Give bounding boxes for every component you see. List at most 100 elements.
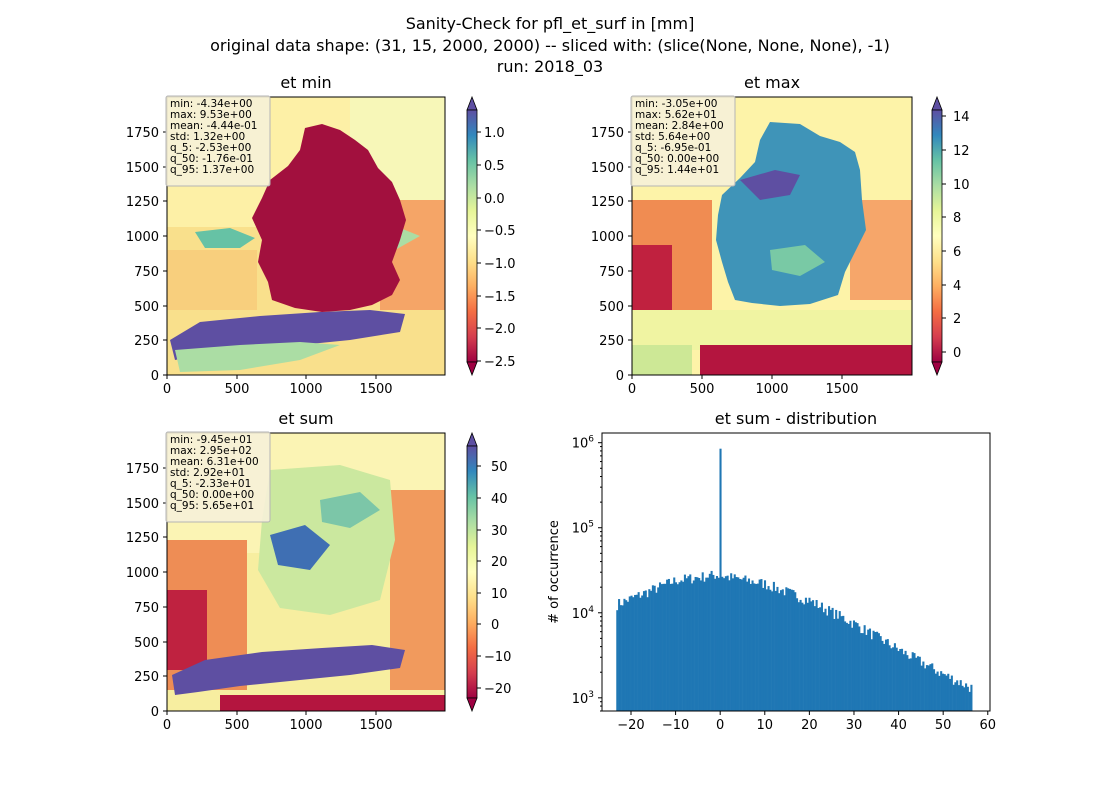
y-tick-label: 1000 bbox=[591, 230, 624, 245]
histogram-bar bbox=[625, 600, 628, 711]
y-tick-label: 1250 bbox=[591, 195, 624, 210]
histogram-bar bbox=[966, 686, 969, 711]
histogram-bar bbox=[970, 684, 973, 711]
stat-line: mean: 2.84e+00 bbox=[635, 120, 724, 132]
histogram-bar bbox=[772, 581, 775, 711]
stat-line: std: 2.92e+01 bbox=[170, 467, 245, 479]
x-tick-label: 30 bbox=[846, 718, 863, 733]
heatmap-region bbox=[632, 310, 912, 350]
stat-line: min: -9.45e+01 bbox=[170, 434, 252, 446]
colorbar-extend-max bbox=[931, 95, 943, 111]
y-tick-label: 0 bbox=[616, 369, 624, 384]
histogram-bar bbox=[803, 604, 806, 711]
histogram-bar bbox=[660, 584, 663, 711]
histogram-bar bbox=[913, 653, 916, 711]
histogram-bar bbox=[831, 607, 834, 711]
histogram-bar bbox=[763, 580, 767, 711]
histogram-bar bbox=[838, 611, 841, 711]
histogram-bar bbox=[653, 585, 656, 711]
y-tick-label: 250 bbox=[134, 670, 159, 685]
stats-box: min: -9.45e+01 max: 2.95e+02 mean: 6.31e… bbox=[165, 431, 271, 523]
y-axis: 103 104 105 106 bbox=[572, 435, 602, 712]
x-tick-label: −20 bbox=[617, 718, 644, 733]
histogram-bar bbox=[872, 630, 875, 711]
colorbar-tick-label: −2.0 bbox=[484, 322, 516, 337]
histogram-bar bbox=[868, 628, 872, 711]
histogram-bar bbox=[635, 594, 638, 711]
y-tick-label: 500 bbox=[134, 300, 159, 315]
x-tick-label: 500 bbox=[225, 382, 250, 397]
stat-line: q_50: 0.00e+00 bbox=[170, 489, 254, 501]
histogram-bar bbox=[808, 597, 811, 711]
colorbar-tick-label: 10 bbox=[491, 587, 508, 602]
stat-line: q_5: -2.53e+00 bbox=[170, 142, 251, 154]
x-axis: 0 500 1000 1500 bbox=[163, 375, 393, 397]
histogram-bar bbox=[783, 595, 786, 711]
histogram-bar bbox=[929, 664, 932, 711]
histogram-bar bbox=[749, 583, 752, 711]
histogram-bar bbox=[829, 609, 832, 711]
y-axis: 0 250 500 750 1000 1250 1500 1750 bbox=[591, 126, 632, 384]
histogram-bar bbox=[949, 678, 952, 711]
histogram-bar bbox=[740, 579, 743, 711]
colorbar-tick-label: 6 bbox=[953, 245, 961, 260]
stat-line: max: 2.95e+02 bbox=[170, 445, 252, 457]
y-tick-label: 1250 bbox=[126, 531, 159, 546]
histogram-bar bbox=[715, 576, 718, 711]
histogram-bar bbox=[842, 615, 845, 711]
histogram-bar bbox=[925, 665, 928, 711]
stat-line: std: 1.32e+00 bbox=[170, 131, 245, 143]
histogram-bar bbox=[815, 600, 818, 711]
histogram-bar bbox=[746, 581, 749, 711]
histogram-bar bbox=[641, 595, 644, 711]
histogram-bar bbox=[669, 583, 672, 711]
y-tick-label: 750 bbox=[599, 265, 624, 280]
histogram-bar bbox=[767, 586, 770, 711]
colorbar-tick-label: 14 bbox=[953, 110, 970, 125]
heatmap-region-germany bbox=[716, 122, 866, 306]
histogram-bar bbox=[788, 588, 791, 711]
histogram-bar bbox=[908, 658, 911, 711]
histogram-bar bbox=[858, 626, 861, 711]
y-tick-label: 500 bbox=[599, 300, 624, 315]
histogram-bar bbox=[778, 593, 781, 711]
histogram-bar bbox=[804, 597, 807, 711]
stat-line: max: 9.53e+00 bbox=[170, 109, 252, 121]
histogram-bar bbox=[897, 651, 900, 711]
histogram-bar bbox=[694, 576, 697, 711]
histogram-bar bbox=[758, 579, 761, 711]
y-tick-label: 1000 bbox=[126, 230, 159, 245]
histogram-bar bbox=[904, 650, 907, 711]
colorbar-tick-label: 0.0 bbox=[484, 192, 505, 207]
histogram-bar bbox=[626, 601, 630, 711]
colorbar-extend-min bbox=[466, 361, 478, 377]
stats-box: min: -4.34e+00 max: 9.53e+00 mean: -4.44… bbox=[165, 95, 271, 187]
histogram-bar bbox=[915, 657, 918, 711]
colorbar-tick-label: 30 bbox=[491, 524, 508, 539]
histogram-bar bbox=[787, 588, 790, 711]
histogram-bar bbox=[639, 597, 642, 711]
x-axis: 0 500 1000 1500 bbox=[163, 711, 393, 733]
colorbar-tick-label: 0 bbox=[491, 618, 499, 633]
histogram-bar bbox=[760, 579, 763, 711]
colorbar-tick-label: 0.5 bbox=[484, 159, 505, 174]
histogram-bar bbox=[902, 654, 905, 711]
histogram-bar bbox=[849, 620, 852, 711]
histogram-bar bbox=[779, 590, 783, 711]
histogram-bar bbox=[680, 580, 683, 711]
heatmap-region bbox=[167, 250, 257, 310]
x-tick-label: 1500 bbox=[359, 718, 392, 733]
stat-line: mean: 6.31e+00 bbox=[170, 456, 259, 468]
panel-et-sum: et sum 0 500 1000 1500 0 250 500 750 100… bbox=[126, 409, 512, 733]
y-tick-label: 1750 bbox=[126, 462, 159, 477]
y-tick-label: 104 bbox=[572, 605, 595, 622]
histogram-bar bbox=[696, 577, 699, 711]
histogram-bar bbox=[890, 648, 893, 711]
colorbar-extend-min bbox=[931, 361, 943, 377]
histogram-bar bbox=[941, 673, 944, 711]
histogram-bar bbox=[708, 573, 711, 711]
x-tick-label: 0 bbox=[628, 382, 636, 397]
histogram-bar bbox=[933, 669, 936, 711]
x-tick-label: 500 bbox=[690, 382, 715, 397]
colorbar-body bbox=[466, 109, 478, 363]
